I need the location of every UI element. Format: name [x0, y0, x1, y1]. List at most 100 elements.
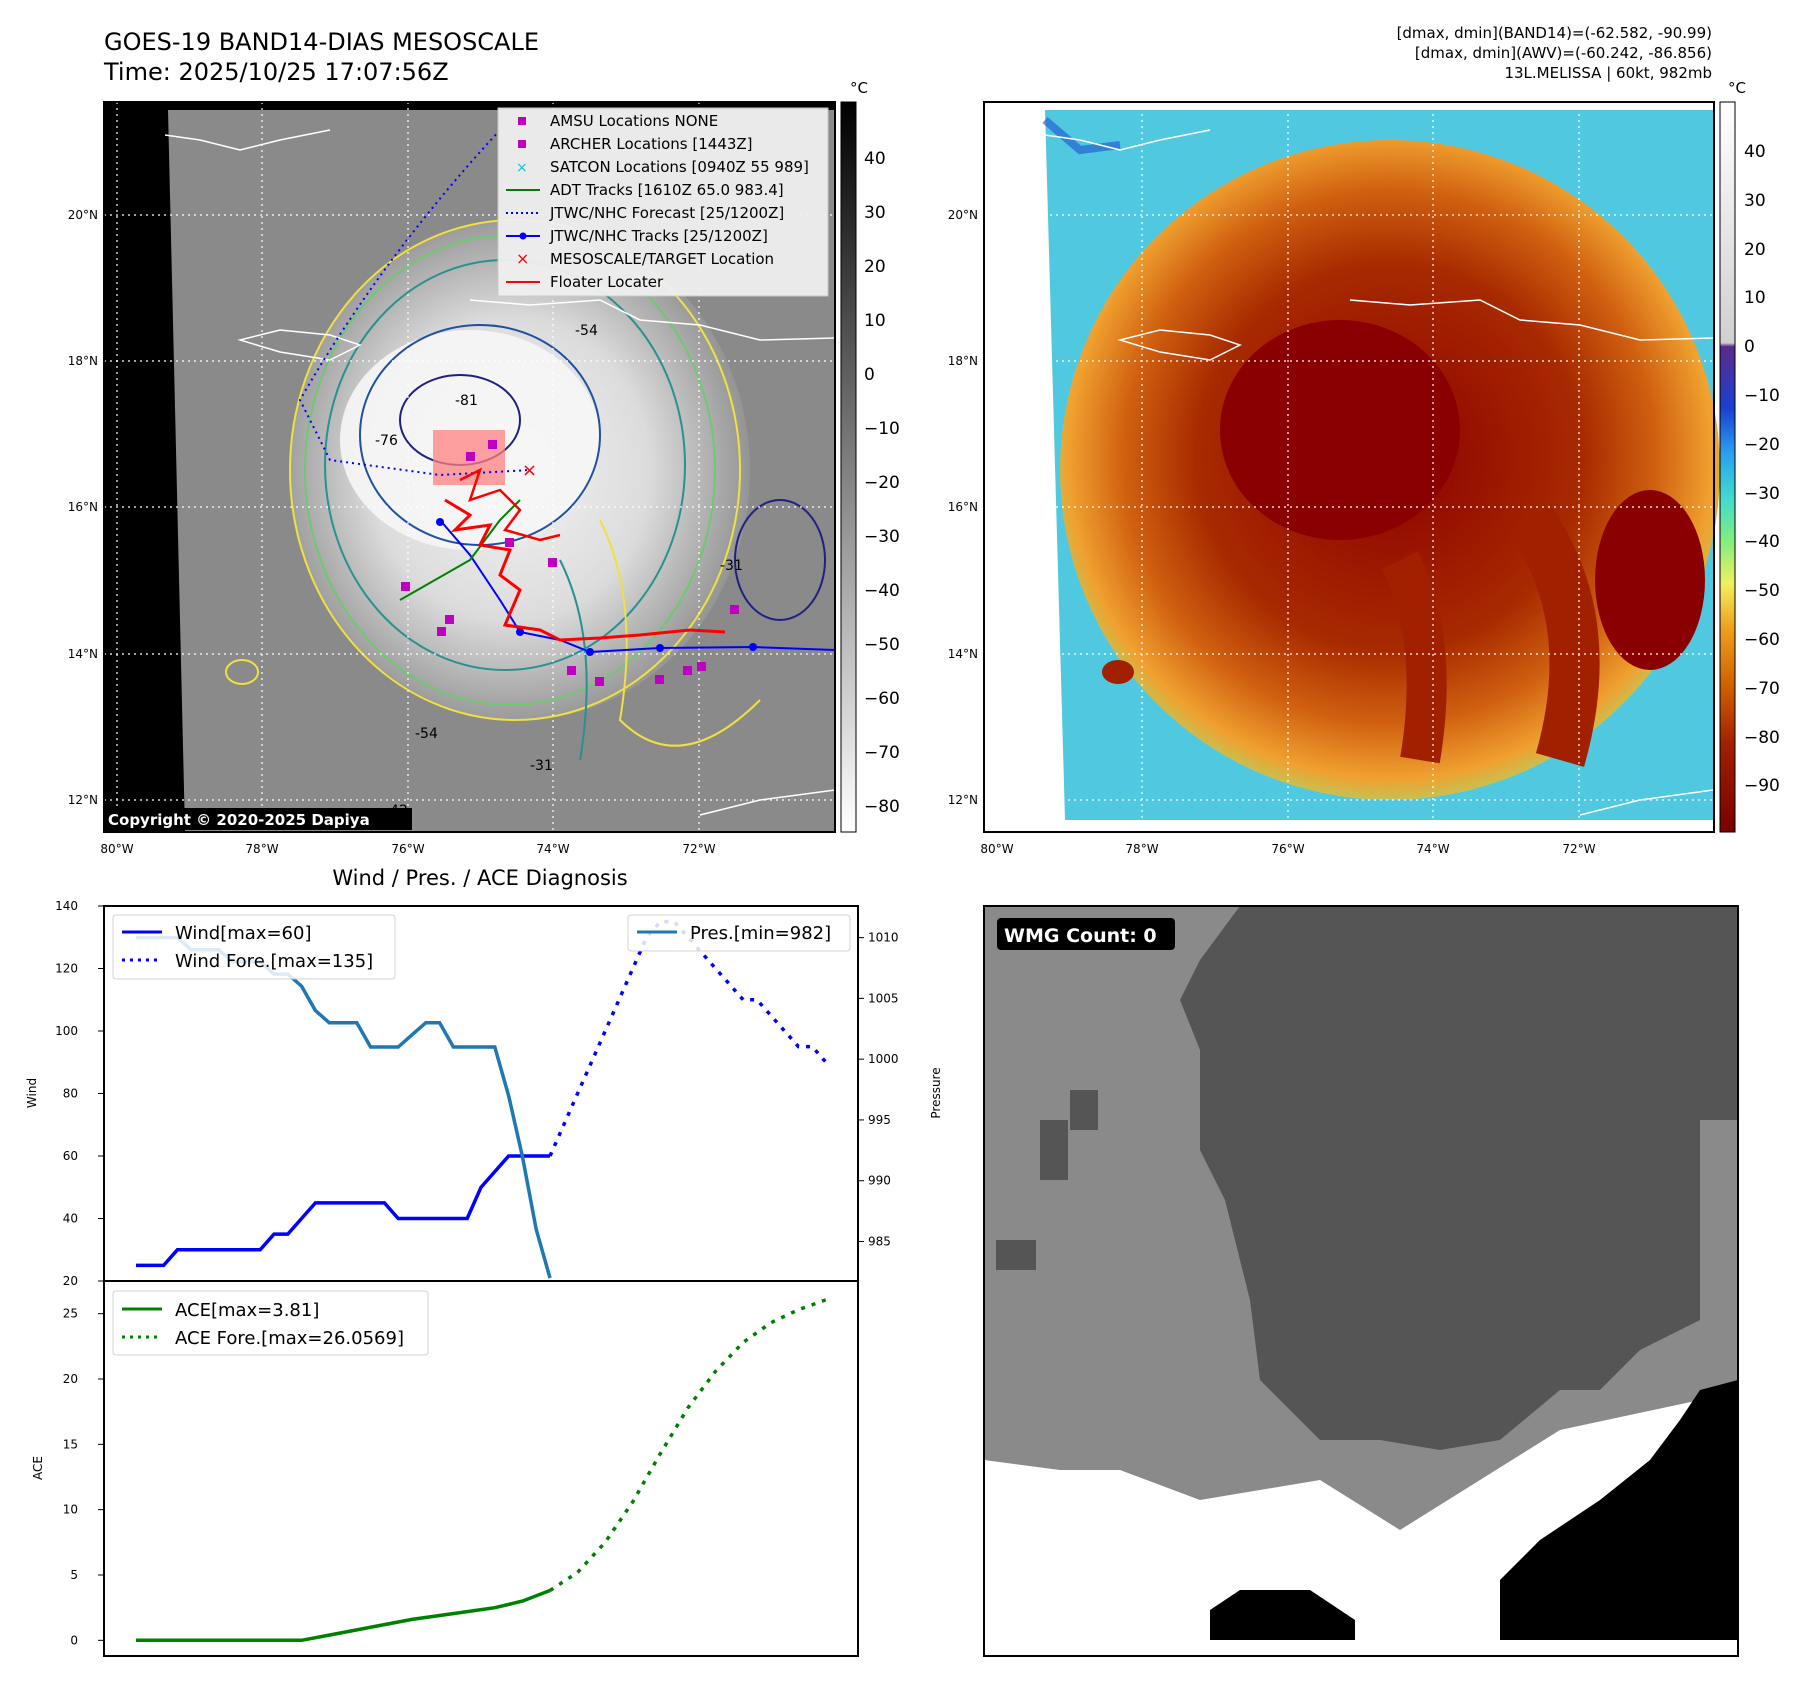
east-cell-color — [1595, 490, 1705, 670]
colorbar-tick: −70 — [1744, 679, 1780, 699]
legend-label: Floater Locater — [550, 273, 664, 291]
archer-point — [697, 662, 706, 671]
copyright-box — [104, 808, 412, 830]
wind-tick-label: 100 — [55, 1024, 78, 1038]
wmg-count-box — [997, 918, 1175, 950]
legend-label: MESOSCALE/TARGET Location — [550, 250, 774, 268]
colorbar-tick: 0 — [1744, 337, 1755, 357]
legend-label: SATCON Locations [0940Z 55 989] — [550, 158, 809, 176]
legend-label: AMSU Locations NONE — [550, 112, 718, 130]
lat-label: 16°N — [68, 500, 98, 514]
floater-locater-track-2 — [459, 467, 561, 542]
lon-label: 74°W — [536, 842, 569, 856]
colorbar-tick: −20 — [864, 473, 900, 493]
colorbar-tick: −30 — [864, 527, 900, 547]
color-colorbar-ticks: 40 30 20 10 0 −10 −20 −30 −40 −50 −60 −7… — [1744, 142, 1780, 796]
coast-jamaica — [237, 329, 362, 361]
contour-band-yellow — [599, 519, 761, 747]
figure-time: Time: 2025/10/25 17:07:56Z — [103, 58, 449, 86]
legend-pres-label: Pres.[min=982] — [690, 923, 831, 944]
floater-locater-track — [444, 498, 726, 642]
ace-axis-label: ACE — [31, 1456, 45, 1480]
lon-label: 74°W — [1416, 842, 1449, 856]
colorbar-tick: −50 — [1744, 581, 1780, 601]
wind-legend: Wind[max=60] Wind Fore.[max=135] — [112, 914, 396, 980]
contour-label: -31 — [720, 558, 743, 574]
archer-point — [683, 666, 692, 675]
wind-tick-label: 140 — [55, 899, 78, 913]
colorbar-tick: −60 — [864, 689, 900, 709]
wind-tick-label: 40 — [63, 1212, 78, 1226]
lon-label: 80°W — [980, 842, 1013, 856]
wind-tick-label: 20 — [63, 1274, 78, 1288]
lat-label: 16°N — [948, 500, 978, 514]
contour-label: -54 — [415, 726, 438, 742]
wmg-dark-cell — [996, 1240, 1036, 1270]
pressure-tick-label: 995 — [868, 1113, 891, 1127]
lat-label: 20°N — [68, 208, 98, 222]
colorbar-tick: 40 — [1744, 142, 1766, 162]
lat-label: 20°N — [948, 208, 978, 222]
archer-point — [595, 677, 604, 686]
legend-marker-tracks-dot — [519, 232, 527, 240]
colorbar-tick: 0 — [864, 365, 875, 385]
legend-ace-fore-label: ACE Fore.[max=26.0569] — [175, 1328, 404, 1349]
track-point — [516, 628, 524, 636]
copyright-text: Copyright © 2020-2025 Dapiya — [108, 811, 370, 829]
ace-y-ticks: 0 5 10 15 20 25 — [63, 1307, 104, 1647]
ace-tick-label: 25 — [63, 1307, 78, 1321]
pressure-tick-label: 985 — [868, 1234, 891, 1248]
colorbar-tick: −60 — [1744, 630, 1780, 650]
contour-small-cell — [225, 659, 259, 685]
wmg-dark-cell — [1070, 1090, 1098, 1130]
colorbar-tick: 10 — [1744, 288, 1766, 308]
ace-observed-line — [136, 1588, 551, 1643]
wmg-black-region-east — [1500, 1380, 1738, 1640]
ace-legend: ACE[max=3.81] ACE Fore.[max=26.0569] — [112, 1290, 429, 1356]
gray-colorbar: °C 40 30 20 10 0 −10 −20 −30 −40 −50 −60… — [840, 79, 900, 833]
colorbar-tick: −80 — [864, 797, 900, 817]
colorbar-tick: 30 — [864, 203, 886, 223]
lon-label: 78°W — [1125, 842, 1158, 856]
color-map-panel — [983, 101, 1720, 833]
wind-observed-line — [136, 1154, 550, 1268]
wind-forecast-line — [548, 919, 828, 1157]
wmg-panel: WMG Count: 0 — [983, 905, 1739, 1657]
legend-marker-amsu — [518, 117, 526, 125]
pressure-tick-label: 1000 — [868, 1052, 899, 1066]
archer-point — [567, 666, 576, 675]
storm-info: 13L.MELISSA | 60kt, 982mb — [1504, 64, 1712, 82]
legend-box — [497, 107, 829, 297]
archer-point — [401, 582, 410, 591]
ace-tick-label: 20 — [63, 1372, 78, 1386]
color-gridlines — [984, 102, 1714, 832]
colorbar-tick: −30 — [1744, 484, 1780, 504]
diagnosis-title: Wind / Pres. / ACE Diagnosis — [332, 866, 627, 890]
pressure-tick-label: 1005 — [868, 991, 899, 1005]
colorbar-tick: −10 — [864, 419, 900, 439]
gray-colorbar-ticks: 40 30 20 10 0 −10 −20 −30 −40 −50 −60 −7… — [864, 149, 900, 817]
contour-label: -76 — [375, 433, 398, 449]
pressure-legend: Pres.[min=982] — [627, 914, 851, 952]
archer-point — [548, 558, 557, 567]
archer-point — [730, 605, 739, 614]
legend-label: ADT Tracks [1610Z 65.0 983.4] — [550, 181, 784, 199]
legend-label: JTWC/NHC Forecast [25/1200Z] — [549, 204, 784, 222]
ace-legend-box — [112, 1290, 429, 1356]
lon-label: 72°W — [1562, 842, 1595, 856]
ir-map-frame — [103, 101, 836, 833]
colorbar-tick: −80 — [1744, 728, 1780, 748]
colorbar-tick: 20 — [1744, 240, 1766, 260]
ace-tick-label: 15 — [63, 1437, 78, 1451]
ace-chart: ACE 0 5 10 15 20 25 ACE[max=3.81] ACE Fore.[m… — [31, 1280, 859, 1657]
colorbar-tick: −70 — [864, 743, 900, 763]
lon-label: 72°W — [682, 842, 715, 856]
coast-hispaniola — [1349, 299, 1714, 341]
colorbar-tick: −90 — [1744, 776, 1780, 796]
colorbar-tick: 20 — [864, 257, 886, 277]
lon-label: 76°W — [391, 842, 424, 856]
color-map-frame — [983, 101, 1715, 833]
rainband-2 — [1509, 505, 1600, 767]
archer-point — [445, 615, 454, 624]
coast-jamaica — [1117, 329, 1242, 361]
